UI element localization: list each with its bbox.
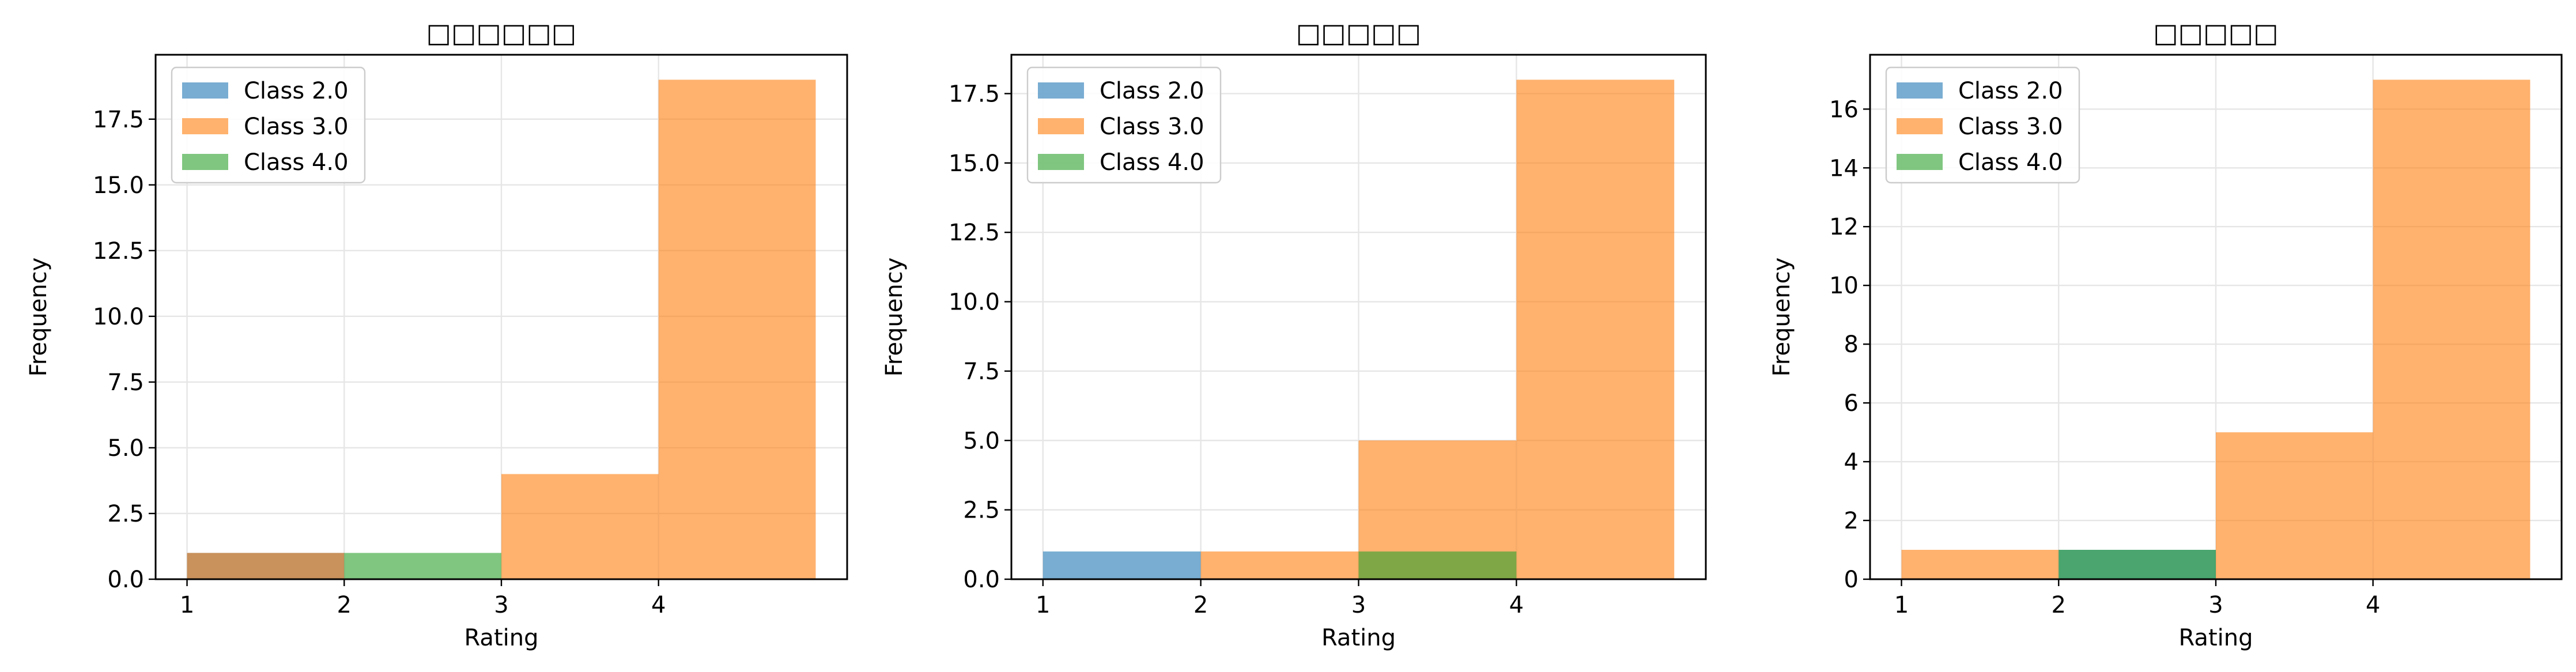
legend-swatch-class-3 xyxy=(1038,118,1084,134)
x-axis-label: Rating xyxy=(2179,625,2253,651)
chart-title: □□□□□ xyxy=(2153,17,2278,48)
bar-class-3-bin-1 xyxy=(1901,550,2059,579)
y-tick-label: 14 xyxy=(1829,155,1859,182)
bar-class-3-bin-4 xyxy=(1516,80,1675,580)
chart-panel-1: 1 2 3 4 0.0 2.5 5.0 7.5 10.0 12.5 15.0 17.5 Rating Fr… xyxy=(25,17,848,651)
y-tick-label: 7.5 xyxy=(963,358,1000,385)
y-tick-label: 10 xyxy=(1829,273,1859,299)
y-tick-label: 12.5 xyxy=(93,238,144,265)
y-tick-label: 10.0 xyxy=(93,304,144,330)
y-tick-label: 6 xyxy=(1844,390,1859,417)
y-tick-label: 12.5 xyxy=(949,220,1000,246)
legend-swatch-class-2 xyxy=(1038,82,1084,99)
legend-label-class-4: Class 4.0 xyxy=(244,149,349,176)
x-tick-label: 4 xyxy=(1509,592,1524,618)
legend-label-class-3: Class 3.0 xyxy=(244,114,349,140)
legend-label-class-3: Class 3.0 xyxy=(1958,114,2063,140)
y-tick-label: 15.0 xyxy=(93,172,144,199)
legend-label-class-2: Class 2.0 xyxy=(244,78,349,104)
bar-class-3-bin-2 xyxy=(1200,551,1359,579)
bar-class-4-bin-2 xyxy=(2058,550,2216,579)
y-tick-label: 0.0 xyxy=(963,567,1000,593)
legend-label-class-4: Class 4.0 xyxy=(1100,149,1204,176)
y-tick-label: 0 xyxy=(1844,567,1859,593)
y-tick-label: 10.0 xyxy=(949,289,1000,316)
legend-swatch-class-4 xyxy=(1038,154,1084,170)
bar-class-3-bin-1 xyxy=(187,553,345,579)
x-axis-label: Rating xyxy=(464,625,539,651)
y-tick-label: 15.0 xyxy=(949,150,1000,177)
y-tick-label: 5.0 xyxy=(107,435,144,462)
legend-label-class-2: Class 2.0 xyxy=(1958,78,2063,104)
y-axis-label: Frequency xyxy=(1769,258,1795,377)
chart-title: □□□□□□ xyxy=(426,17,577,48)
x-tick-label: 1 xyxy=(1894,592,1909,618)
x-tick-label: 3 xyxy=(494,592,508,618)
x-tick-label: 2 xyxy=(337,592,352,618)
legend-label-class-4: Class 4.0 xyxy=(1958,149,2063,176)
y-tick-label: 17.5 xyxy=(93,107,144,133)
x-tick-label: 4 xyxy=(651,592,666,618)
legend-swatch-class-3 xyxy=(1897,118,1943,134)
x-tick-label: 4 xyxy=(2366,592,2380,618)
bar-class-2-bin-1 xyxy=(1043,551,1201,579)
legend-label-class-2: Class 2.0 xyxy=(1100,78,1204,104)
y-tick-label: 5.0 xyxy=(963,428,1000,454)
chart-title: □□□□□ xyxy=(1296,17,1421,48)
x-tick-label: 2 xyxy=(1193,592,1208,618)
legend-swatch-class-4 xyxy=(182,154,228,170)
legend-swatch-class-4 xyxy=(1897,154,1943,170)
x-tick-label: 3 xyxy=(1351,592,1366,618)
legend: Class 2.0 Class 3.0 Class 4.0 xyxy=(171,66,366,184)
y-tick-label: 2 xyxy=(1844,508,1859,534)
legend-label-class-3: Class 3.0 xyxy=(1100,114,1204,140)
bar-class-4-bin-2 xyxy=(344,553,501,579)
y-tick-label: 12 xyxy=(1829,214,1859,240)
x-tick-label: 1 xyxy=(1036,592,1050,618)
x-tick-label: 1 xyxy=(180,592,194,618)
bar-class-3-bin-4 xyxy=(658,80,816,580)
legend-swatch-class-2 xyxy=(1897,82,1943,99)
legend: Class 2.0 Class 3.0 Class 4.0 xyxy=(1885,66,2080,184)
x-tick-label: 3 xyxy=(2208,592,2223,618)
y-tick-label: 2.5 xyxy=(963,497,1000,524)
chart-panel-3: 1 2 3 40246810121416RatingFrequency□□□□□Cla… xyxy=(1769,17,2563,651)
y-tick-label: 4 xyxy=(1844,449,1859,475)
y-tick-label: 0.0 xyxy=(107,567,144,593)
chart-panel-2: 1 2 3 4 0.0 2.5 5.0 7.5 10.0 12.5 15.0 17.5 Rating Fr… xyxy=(881,17,1707,651)
y-tick-label: 17.5 xyxy=(949,81,1000,107)
x-tick-label: 2 xyxy=(2052,592,2066,618)
y-axis-label: Frequency xyxy=(25,258,52,377)
bar-class-4-bin-3 xyxy=(1358,551,1517,579)
y-axis-label: Frequency xyxy=(881,258,908,377)
x-axis-label: Rating xyxy=(1321,625,1396,651)
legend-swatch-class-3 xyxy=(182,118,228,134)
y-tick-label: 7.5 xyxy=(107,369,144,396)
y-tick-label: 2.5 xyxy=(107,501,144,527)
legend-swatch-class-2 xyxy=(182,82,228,99)
y-tick-label: 8 xyxy=(1844,331,1859,358)
y-tick-label: 16 xyxy=(1829,96,1859,123)
bar-class-3-bin-4 xyxy=(2373,80,2530,580)
bar-class-3-bin-3 xyxy=(501,474,659,579)
bar-class-3-bin-3 xyxy=(2216,432,2373,579)
legend: Class 2.0 Class 3.0 Class 4.0 xyxy=(1026,66,1222,184)
